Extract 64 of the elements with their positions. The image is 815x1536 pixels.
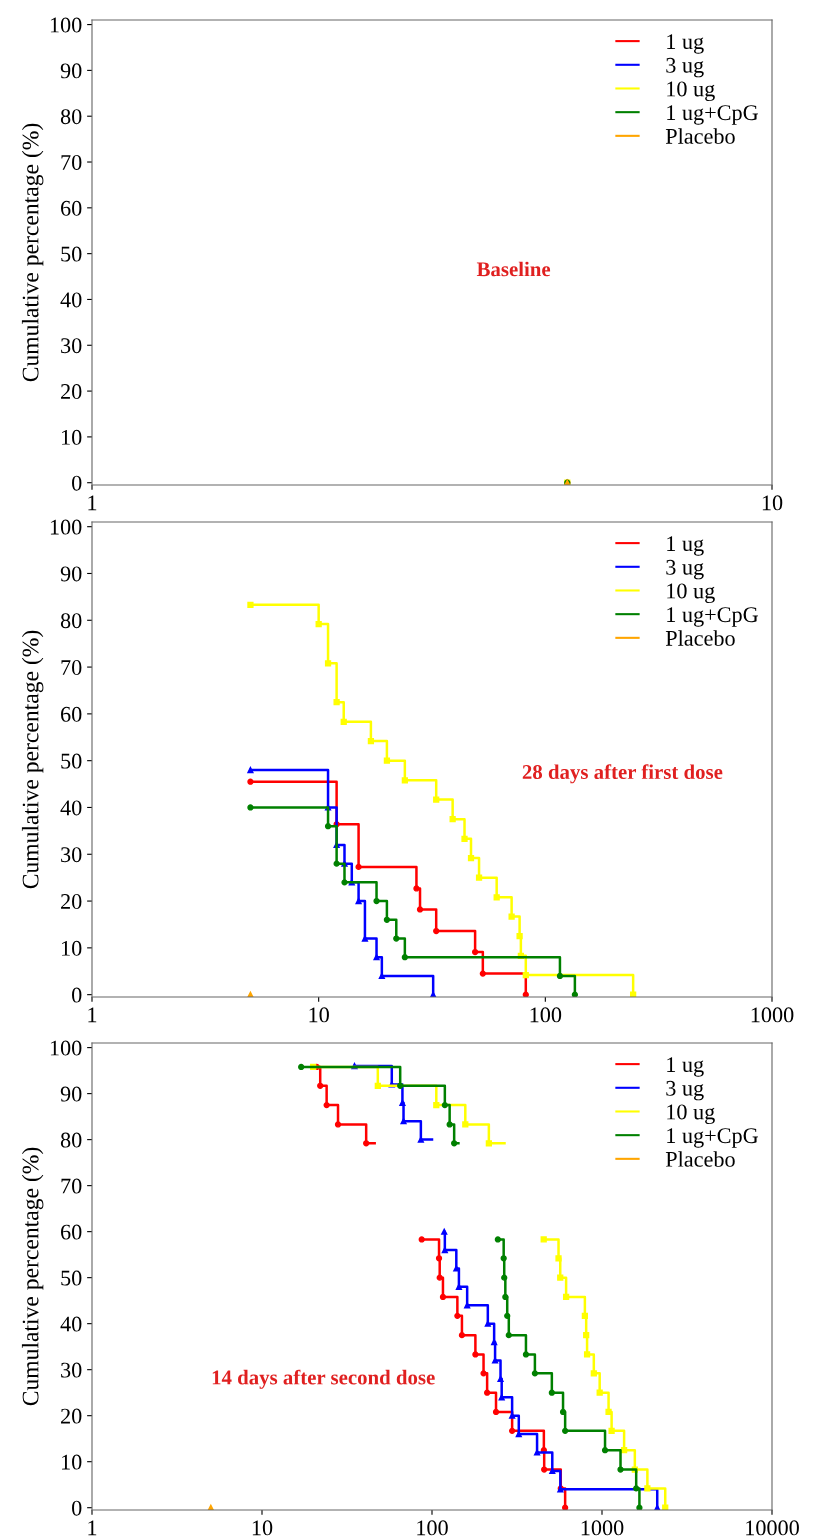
y-tick-label: 0 — [72, 475, 82, 491]
x-tick-label: 10 — [252, 1520, 273, 1536]
x-tick-label: 100 — [417, 1520, 448, 1536]
x-tick-label: 10000 — [746, 1520, 799, 1536]
legend-label: 3 ug — [666, 559, 704, 580]
x-tick-label: 1000 — [581, 1520, 624, 1536]
y-tick-label: 80 — [60, 109, 82, 125]
x-tick-label: 100 — [530, 1007, 562, 1023]
y-axis-title: Cumulative percentage (%) — [21, 123, 44, 382]
legend-label: Placebo — [665, 630, 735, 646]
x-tick-label: 1 — [88, 1007, 97, 1023]
x-tick-label: 1 — [88, 495, 97, 511]
y-tick-label: 10 — [62, 940, 82, 956]
y-tick-label: 100 — [50, 1040, 82, 1056]
y-tick-label: 20 — [61, 894, 82, 909]
y-tick-label: 30 — [61, 847, 82, 863]
y-tick-label: 50 — [61, 753, 82, 769]
y-axis-title: Cumulative percentage (%) — [21, 630, 44, 889]
y-tick-label: 0 — [72, 1500, 82, 1516]
legend-label: Placebo — [665, 1151, 735, 1167]
y-tick-label: 60 — [61, 200, 82, 216]
y-tick-label: 50 — [61, 1270, 82, 1286]
legend-label: 1 ug+CpG — [667, 607, 758, 627]
legend-label: 10 ug — [667, 81, 715, 102]
legend-label: 1 ug+CpG — [667, 1128, 758, 1148]
y-tick-label: 10 — [62, 429, 82, 445]
y-tick-label: 0 — [72, 987, 82, 1003]
annotation: 28 days after first dose — [522, 764, 723, 784]
legend-label: 1 ug — [667, 1057, 704, 1077]
x-tick-label: 1000 — [751, 1007, 794, 1023]
annotation: Baseline — [476, 261, 551, 277]
y-tick-label: 30 — [61, 338, 82, 354]
y-tick-label: 40 — [60, 800, 82, 816]
y-tick-label: 40 — [60, 292, 82, 308]
y-tick-label: 20 — [61, 1408, 82, 1424]
legend-label: 1 ug — [667, 536, 704, 556]
y-tick-label: 20 — [61, 384, 82, 400]
legend-label: 3 ug — [666, 1080, 704, 1101]
y-tick-label: 90 — [60, 63, 82, 79]
y-tick-label: 90 — [60, 566, 82, 582]
legend-label: 1 ug+CpG — [667, 105, 758, 125]
y-tick-label: 100 — [50, 519, 82, 535]
y-tick-label: 60 — [61, 1224, 82, 1240]
y-tick-label: 70 — [61, 154, 82, 170]
y-tick-label: 50 — [61, 246, 82, 262]
legend-label: Placebo — [665, 128, 735, 144]
y-tick-label: 30 — [61, 1362, 82, 1378]
y-axis-title: Cumulative percentage (%) — [21, 1147, 44, 1406]
y-tick-label: 100 — [50, 17, 82, 33]
annotation: 14 days after second dose — [212, 1369, 435, 1389]
x-tick-label: 10 — [309, 1007, 329, 1023]
y-tick-label: 70 — [61, 1178, 82, 1194]
y-tick-label: 60 — [61, 706, 82, 722]
y-tick-label: 80 — [60, 1132, 82, 1148]
y-tick-label: 80 — [60, 613, 82, 629]
y-tick-label: 90 — [60, 1086, 82, 1102]
legend-label: 10 ug — [667, 1104, 715, 1125]
legend-label: 1 ug — [667, 34, 704, 54]
legend-label: 10 ug — [667, 583, 715, 604]
y-tick-label: 10 — [62, 1454, 82, 1470]
legend-label: 3 ug — [666, 57, 704, 78]
y-tick-label: 70 — [61, 660, 82, 675]
x-tick-label: 1 — [88, 1520, 97, 1536]
y-tick-label: 40 — [60, 1316, 82, 1332]
